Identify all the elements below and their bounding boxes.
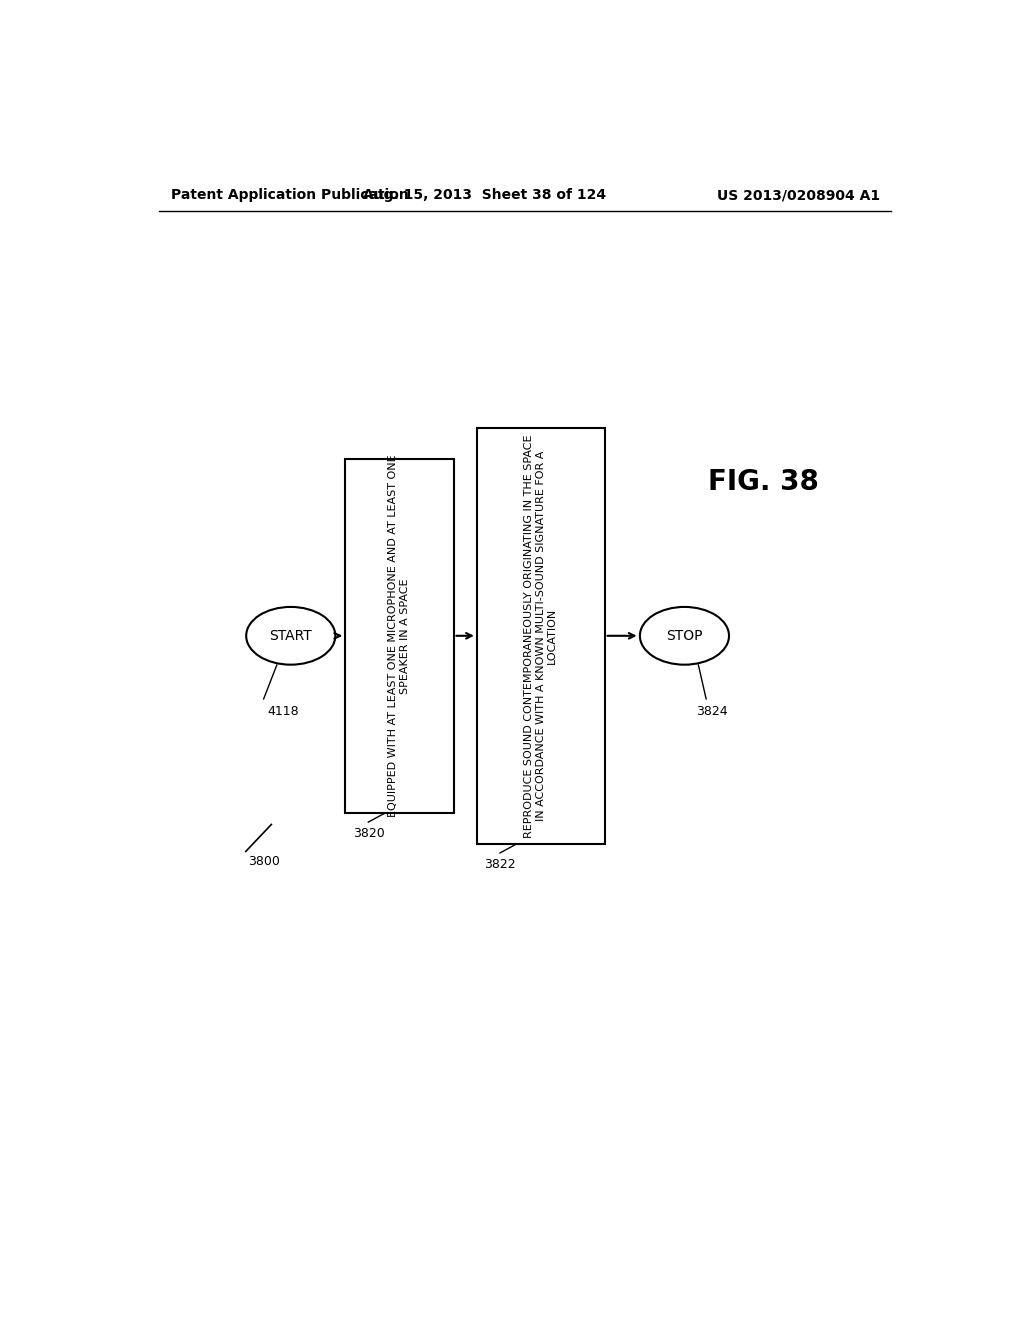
Bar <box>345 459 454 813</box>
Text: START: START <box>269 628 312 643</box>
Bar <box>477 428 604 843</box>
Text: US 2013/0208904 A1: US 2013/0208904 A1 <box>717 189 880 202</box>
Text: REPRODUCE SOUND CONTEMPORANEOUSLY ORIGINATING IN THE SPACE
IN ACCORDANCE WITH A : REPRODUCE SOUND CONTEMPORANEOUSLY ORIGIN… <box>524 434 557 838</box>
Text: 3820: 3820 <box>352 826 384 840</box>
Text: FIG. 38: FIG. 38 <box>708 467 819 496</box>
Text: STOP: STOP <box>667 628 702 643</box>
Ellipse shape <box>246 607 335 665</box>
Text: 3800: 3800 <box>248 855 280 869</box>
Ellipse shape <box>640 607 729 665</box>
Text: 3822: 3822 <box>484 858 516 871</box>
Text: EQUIPPED WITH AT LEAST ONE MICROPHONE AND AT LEAST ONE
SPEAKER IN A SPACE: EQUIPPED WITH AT LEAST ONE MICROPHONE AN… <box>388 454 410 817</box>
Text: 3824: 3824 <box>696 705 728 718</box>
Text: Patent Application Publication: Patent Application Publication <box>171 189 409 202</box>
Text: 4118: 4118 <box>267 705 299 718</box>
Text: Aug. 15, 2013  Sheet 38 of 124: Aug. 15, 2013 Sheet 38 of 124 <box>362 189 606 202</box>
